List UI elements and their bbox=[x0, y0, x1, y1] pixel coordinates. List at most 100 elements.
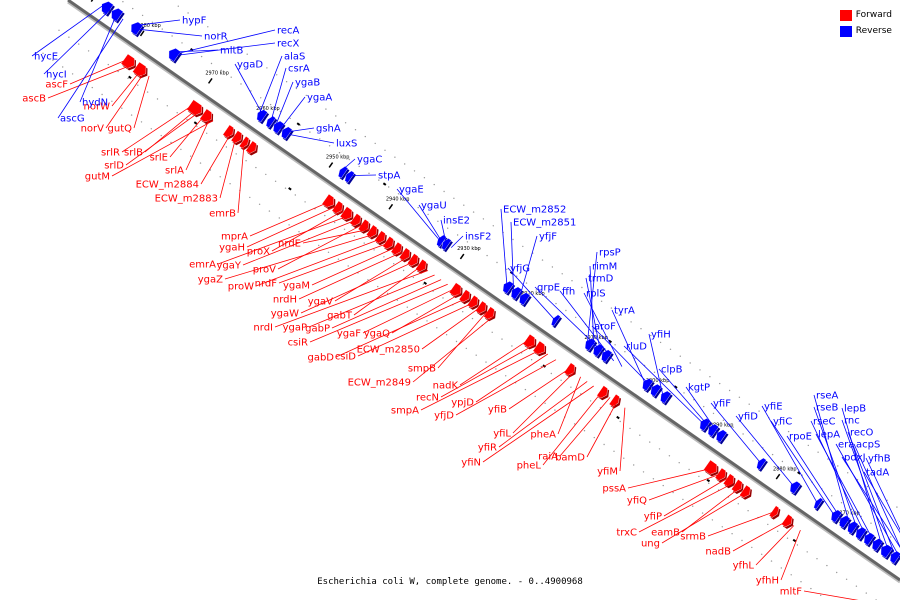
forward-gene-arrow[interactable] bbox=[714, 467, 727, 481]
forward-gene-label[interactable]: trxC bbox=[616, 528, 637, 539]
forward-gene-label[interactable]: ygaW bbox=[271, 309, 299, 320]
forward-gene-label[interactable]: srmB bbox=[680, 532, 706, 543]
reverse-gene-label[interactable]: tadA bbox=[866, 468, 889, 479]
reverse-gene-label[interactable]: hycI bbox=[46, 70, 67, 81]
reverse-gene-label[interactable]: pdxJ bbox=[844, 453, 866, 464]
forward-gene-label[interactable]: yfiL bbox=[493, 429, 511, 440]
forward-gene-arrow[interactable] bbox=[222, 124, 234, 138]
forward-gene-label[interactable]: srlE bbox=[150, 153, 168, 164]
forward-gene-label[interactable]: srlB bbox=[124, 148, 143, 159]
forward-gene-arrow[interactable] bbox=[483, 306, 495, 320]
reverse-gene-label[interactable]: hycE bbox=[34, 52, 58, 63]
reverse-gene-label[interactable]: rplS bbox=[586, 289, 606, 300]
reverse-gene-label[interactable]: ffh bbox=[562, 287, 575, 298]
forward-gene-arrow[interactable] bbox=[339, 206, 353, 221]
forward-gene-label[interactable]: srlD bbox=[104, 161, 124, 172]
reverse-gene-label[interactable]: grpE bbox=[537, 283, 560, 294]
forward-gene-label[interactable]: ygaM bbox=[283, 281, 310, 292]
reverse-gene-arrow[interactable] bbox=[281, 126, 293, 140]
reverse-gene-label[interactable]: yfjG bbox=[510, 264, 530, 275]
reverse-gene-arrow[interactable] bbox=[863, 532, 875, 546]
forward-gene-label[interactable]: ygaY bbox=[216, 261, 241, 272]
forward-gene-label[interactable]: ascB bbox=[22, 94, 46, 105]
forward-gene-label[interactable]: smpA bbox=[391, 406, 419, 417]
forward-gene-label[interactable]: yfiM bbox=[597, 467, 618, 478]
reverse-gene-arrow[interactable] bbox=[855, 526, 867, 540]
reverse-gene-arrow[interactable] bbox=[502, 280, 514, 294]
forward-gene-label[interactable]: mltF bbox=[780, 587, 802, 598]
forward-gene-arrow[interactable] bbox=[563, 362, 576, 376]
reverse-gene-label[interactable]: ygaC bbox=[357, 155, 382, 166]
forward-gene-label[interactable]: norW bbox=[84, 102, 111, 113]
forward-gene-label[interactable]: eamB bbox=[651, 528, 680, 539]
reverse-gene-label[interactable]: yfjF bbox=[539, 232, 557, 243]
forward-gene-arrow[interactable] bbox=[238, 136, 250, 149]
forward-gene-label[interactable]: ygaZ bbox=[198, 275, 223, 286]
reverse-gene-arrow[interactable] bbox=[660, 390, 672, 404]
forward-gene-label[interactable]: yfiR bbox=[478, 443, 497, 454]
forward-gene-label[interactable]: pssA bbox=[602, 484, 626, 495]
forward-gene-arrow[interactable] bbox=[781, 514, 793, 528]
reverse-gene-label[interactable]: lepB bbox=[844, 404, 866, 415]
reverse-gene-label[interactable]: rnc bbox=[844, 416, 860, 427]
forward-gene-label[interactable]: gutQ bbox=[108, 124, 133, 135]
forward-gene-label[interactable]: csiD bbox=[335, 352, 356, 363]
reverse-gene-arrow[interactable] bbox=[519, 292, 531, 306]
reverse-gene-label[interactable]: ECW_m2851 bbox=[513, 218, 576, 229]
reverse-gene-label[interactable]: rluD bbox=[626, 342, 647, 353]
reverse-gene-label[interactable]: era bbox=[838, 440, 854, 451]
reverse-gene-label[interactable]: gshA bbox=[316, 124, 341, 135]
forward-gene-label[interactable]: ypjD bbox=[451, 398, 474, 409]
forward-gene-label[interactable]: yfhL bbox=[733, 561, 755, 572]
reverse-gene-label[interactable]: recA bbox=[277, 26, 300, 37]
forward-gene-label[interactable]: pheA bbox=[530, 430, 556, 441]
forward-gene-arrow[interactable] bbox=[199, 108, 212, 123]
forward-gene-arrow[interactable] bbox=[349, 213, 361, 227]
reverse-gene-arrow[interactable] bbox=[871, 538, 884, 552]
forward-gene-label[interactable]: yfhH bbox=[756, 576, 779, 587]
reverse-gene-arrow[interactable] bbox=[344, 170, 355, 184]
reverse-gene-arrow[interactable] bbox=[813, 497, 824, 510]
forward-gene-arrow[interactable] bbox=[608, 393, 620, 407]
forward-gene-label[interactable]: nrdH bbox=[273, 295, 297, 306]
forward-gene-label[interactable]: gutM bbox=[85, 172, 110, 183]
reverse-gene-label[interactable]: clpB bbox=[661, 365, 683, 376]
reverse-gene-label[interactable]: ascG bbox=[60, 114, 85, 125]
forward-gene-label[interactable]: ECW_m2883 bbox=[155, 194, 218, 205]
forward-gene-label[interactable]: gabP bbox=[305, 324, 330, 335]
forward-gene-label[interactable]: gabD bbox=[307, 353, 334, 364]
reverse-gene-arrow[interactable] bbox=[550, 314, 561, 327]
forward-gene-label[interactable]: nrdE bbox=[278, 239, 301, 250]
reverse-gene-label[interactable]: kgtP bbox=[688, 383, 710, 394]
forward-gene-label[interactable]: srlR bbox=[101, 148, 120, 159]
forward-gene-label[interactable]: norV bbox=[81, 124, 105, 135]
forward-gene-label[interactable]: proX bbox=[247, 247, 270, 258]
forward-gene-label[interactable]: nadK bbox=[433, 381, 459, 392]
forward-gene-label[interactable]: raiA bbox=[538, 452, 558, 463]
reverse-gene-label[interactable]: lepA bbox=[818, 430, 840, 441]
reverse-gene-label[interactable]: recO bbox=[850, 428, 874, 439]
forward-gene-label[interactable]: ascF bbox=[45, 80, 68, 91]
forward-gene-label[interactable]: ygaP bbox=[283, 323, 307, 334]
reverse-gene-label[interactable]: rseA bbox=[816, 391, 838, 402]
reverse-gene-label[interactable]: yfiD bbox=[738, 412, 758, 423]
forward-gene-label[interactable]: yfiB bbox=[488, 405, 507, 416]
reverse-gene-label[interactable]: recX bbox=[277, 39, 300, 50]
reverse-gene-label[interactable]: rseC bbox=[813, 417, 835, 428]
reverse-gene-label[interactable]: insF2 bbox=[465, 232, 491, 243]
forward-gene-label[interactable]: ECW_m2884 bbox=[136, 180, 199, 191]
forward-gene-arrow[interactable] bbox=[722, 473, 735, 487]
reverse-gene-label[interactable]: rpsP bbox=[599, 248, 621, 259]
forward-gene-label[interactable]: srlA bbox=[165, 166, 184, 177]
reverse-gene-label[interactable]: yfiF bbox=[713, 399, 731, 410]
reverse-gene-arrow[interactable] bbox=[650, 383, 662, 397]
reverse-gene-label[interactable]: stpA bbox=[378, 171, 400, 182]
forward-gene-label[interactable]: ygaF bbox=[337, 329, 361, 340]
reverse-gene-label[interactable]: yfhB bbox=[868, 454, 891, 465]
forward-gene-label[interactable]: proV bbox=[253, 265, 276, 276]
forward-gene-label[interactable]: yfiN bbox=[461, 458, 481, 469]
reverse-gene-label[interactable]: rseB bbox=[816, 403, 838, 414]
reverse-gene-label[interactable]: rimM bbox=[592, 262, 617, 273]
forward-gene-arrow[interactable] bbox=[357, 218, 370, 233]
reverse-gene-arrow[interactable] bbox=[839, 515, 851, 529]
